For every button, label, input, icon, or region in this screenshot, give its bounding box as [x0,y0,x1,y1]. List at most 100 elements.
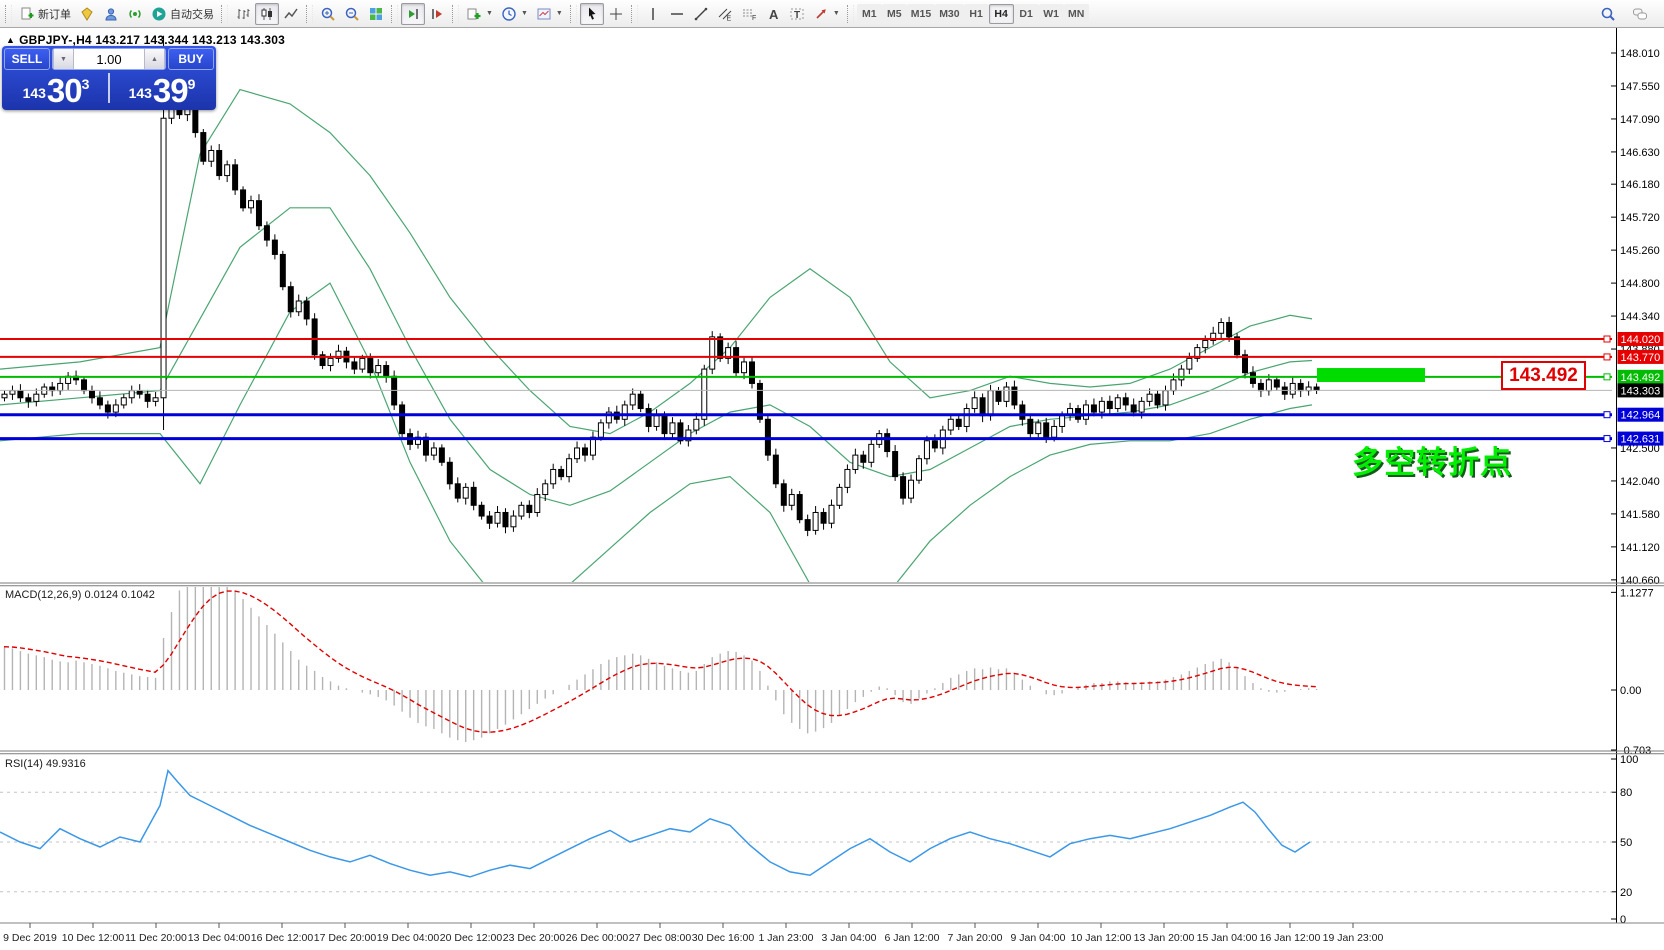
price-tick-label: 144.340 [1620,311,1660,323]
chat-button[interactable] [1628,3,1652,25]
price-callout-box[interactable]: 143.492 [1501,361,1586,390]
sell-price[interactable]: 143 30 3 [22,72,90,109]
turning-point-annotation[interactable]: 多空转折点 [1352,445,1512,480]
timeframe-w1-button[interactable]: W1 [1038,3,1064,24]
zoom-out-button[interactable] [340,3,364,25]
vertical-line-button[interactable] [641,3,665,25]
date-label: 16 Dec 12:00 [251,932,314,944]
zoom-in-button[interactable] [316,3,340,25]
line-chart-button[interactable] [279,3,303,25]
bollinger-bands [0,88,1313,582]
chart-shift-button[interactable] [425,3,449,25]
line-anchor-marker[interactable] [1603,435,1611,443]
auto-scroll-button[interactable] [401,2,425,25]
chevron-down-icon[interactable]: ▼ [520,10,528,17]
chevron-down-icon[interactable]: ▼ [555,10,563,17]
price-tick-label: 148.010 [1620,48,1660,60]
chart-ohlc-header: ▲ GBPJPY-,H4 143.217 143.344 143.213 143.… [6,33,285,47]
trendline-icon [694,7,708,20]
cursor-icon [588,7,596,20]
timeframe-m15-button[interactable]: M15 [906,3,936,24]
price-level-badge-text: 143.303 [1621,385,1661,397]
vertical-line-icon [652,7,654,20]
new-order-button[interactable]: 新订单 [15,3,75,25]
timeframe-m1-button[interactable]: M1 [856,3,882,24]
timeframe-h1-button[interactable]: H1 [963,3,989,24]
templates-icon [537,8,551,19]
price-tick-label: 146.630 [1620,147,1660,159]
date-label: 3 Jan 04:00 [822,932,877,944]
rsi-indicator-label: RSI(14) 49.9316 [5,758,86,770]
chevron-down-icon[interactable]: ▼ [832,10,840,17]
date-label: 13 Dec 04:00 [188,932,251,944]
line-anchor-marker[interactable] [1603,373,1611,381]
text-label-button[interactable]: T [785,3,809,25]
arrows-button[interactable]: ▼ [809,3,844,25]
collapse-arrow-icon[interactable]: ▲ [6,35,16,45]
macd-scale-label: 0.00 [1620,685,1641,697]
horizontal-line-button[interactable] [665,3,689,25]
date-label: 26 Dec 00:00 [566,932,629,944]
templates-button[interactable]: ▼ [532,3,567,25]
horizontal-line-icon [670,12,683,15]
price-tick-label: 144.800 [1620,278,1660,290]
chevron-down-icon[interactable]: ▼ [486,10,493,17]
line-anchor-marker[interactable] [1603,353,1611,361]
tile-windows-icon [370,7,382,20]
trendline-button[interactable] [689,3,713,25]
volume-increment-button[interactable]: ▲ [144,49,165,69]
price-tick-label: 142.040 [1620,476,1660,488]
date-label: 11 Dec 20:00 [125,932,187,944]
date-axis[interactable]: 9 Dec 2019 10 Dec 12:00 11 Dec 20:00 13 Dec… [3,923,1384,944]
macd-scale-label: 1.1277 [1620,587,1654,599]
sell-button[interactable]: SELL [4,48,50,70]
fibonacci-button[interactable]: F [737,3,761,25]
candlestick-button[interactable] [255,2,279,25]
price-level-badge-text: 142.964 [1621,410,1661,422]
date-label: 30 Dec 16:00 [692,932,755,944]
indicators-button[interactable]: ▼ [462,3,497,25]
volume-input[interactable] [74,49,144,69]
date-label: 13 Jan 20:00 [1134,932,1195,944]
buy-price[interactable]: 143 39 9 [128,72,196,109]
bar-chart-button[interactable] [231,3,255,25]
search-button[interactable] [1596,3,1620,25]
highlight-zone[interactable] [1317,368,1425,383]
indicators-icon [467,8,481,19]
date-label: 23 Dec 20:00 [503,932,566,944]
signals-button[interactable] [123,3,147,25]
market-watch-button[interactable] [75,3,99,25]
buy-button[interactable]: BUY [168,48,214,70]
rsi-scale-label: 20 [1620,887,1632,899]
crosshair-button[interactable] [604,3,628,25]
price-tick-label: 145.260 [1620,245,1660,257]
autotrading-button[interactable]: 自动交易 [147,3,218,25]
timeframe-mn-button[interactable]: MN [1063,3,1089,24]
svg-text:E: E [726,15,731,22]
cursor-button[interactable] [579,2,604,25]
timeframe-h4-button[interactable]: H4 [988,3,1014,24]
zoom-out-icon [345,7,359,21]
community-button[interactable] [99,3,123,25]
candlestick-icon [261,7,272,20]
new-order-icon [21,7,34,19]
equidistant-channel-button[interactable]: E [713,3,737,25]
periods-button[interactable]: ▼ [497,3,532,25]
line-anchor-marker[interactable] [1603,335,1611,343]
price-tick-label: 146.180 [1620,179,1660,191]
volume-decrement-button[interactable]: ▼ [53,49,74,69]
timeframe-m5-button[interactable]: M5 [881,3,907,24]
date-label: 17 Dec 20:00 [314,932,377,944]
text-icon: A [769,7,779,22]
timeframe-d1-button[interactable]: D1 [1013,3,1039,24]
gem-icon [81,6,93,21]
timeframe-m30-button[interactable]: M30 [935,3,964,24]
tile-windows-button[interactable] [364,3,388,25]
toolbar: 新订单 自动交易 ▼ ▼ ▼ E F A T ▼ M1 M5 M15 M30 H1 H4 D1 W1 MN [0,0,1664,28]
auto-scroll-icon [409,8,418,19]
chart-shift-icon [432,8,442,19]
line-anchor-marker[interactable] [1603,411,1611,419]
text-button[interactable]: A [761,3,785,25]
toolbar-grip [221,4,228,23]
